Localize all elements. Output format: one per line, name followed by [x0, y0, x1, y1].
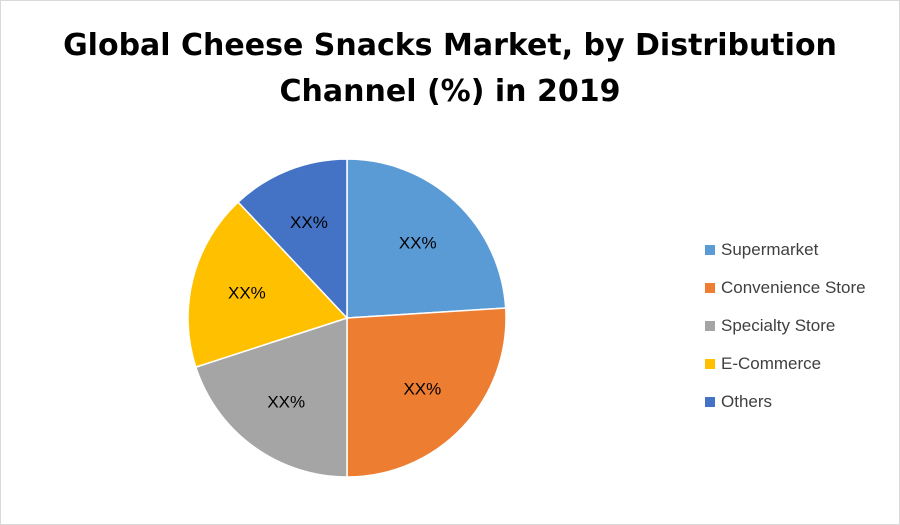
pie-slice-convenience-store: [346, 307, 507, 478]
legend-item: Convenience Store: [705, 269, 866, 307]
data-label: XX%: [290, 213, 328, 232]
data-label: XX%: [267, 393, 305, 412]
legend-swatch: [705, 245, 715, 255]
legend-label: E-Commerce: [721, 354, 822, 373]
pie-slice-specialty-store: [194, 316, 348, 478]
legend-swatch: [705, 359, 715, 369]
legend-item: Specialty Store: [705, 307, 866, 345]
data-label: XX%: [403, 380, 441, 399]
pie-slice-e-commerce: [187, 201, 349, 369]
legend-item: E-Commerce: [705, 345, 866, 383]
legend-label: Specialty Store: [721, 316, 836, 335]
legend-label: Convenience Store: [721, 278, 866, 297]
chart-title-line-1: Global Cheese Snacks Market, by Distribu…: [63, 28, 837, 63]
chart-title-line-2: Channel (%) in 2019: [279, 74, 621, 109]
legend-swatch: [705, 397, 715, 407]
legend-item: Others: [705, 383, 866, 421]
legend-item: Supermarket: [705, 231, 866, 269]
legend-swatch: [705, 283, 715, 293]
legend-label: Supermarket: [721, 240, 819, 259]
chart-title: Global Cheese Snacks Market, by Distribu…: [1, 23, 899, 115]
data-label: XX%: [228, 283, 266, 302]
pie-slice-supermarket: [346, 158, 507, 319]
legend: Supermarket Convenience Store Specialty St…: [705, 231, 866, 421]
legend-label: Others: [721, 392, 773, 411]
pie-slice-others: [237, 158, 348, 320]
legend-swatch: [705, 321, 715, 331]
data-label: XX%: [399, 234, 437, 253]
